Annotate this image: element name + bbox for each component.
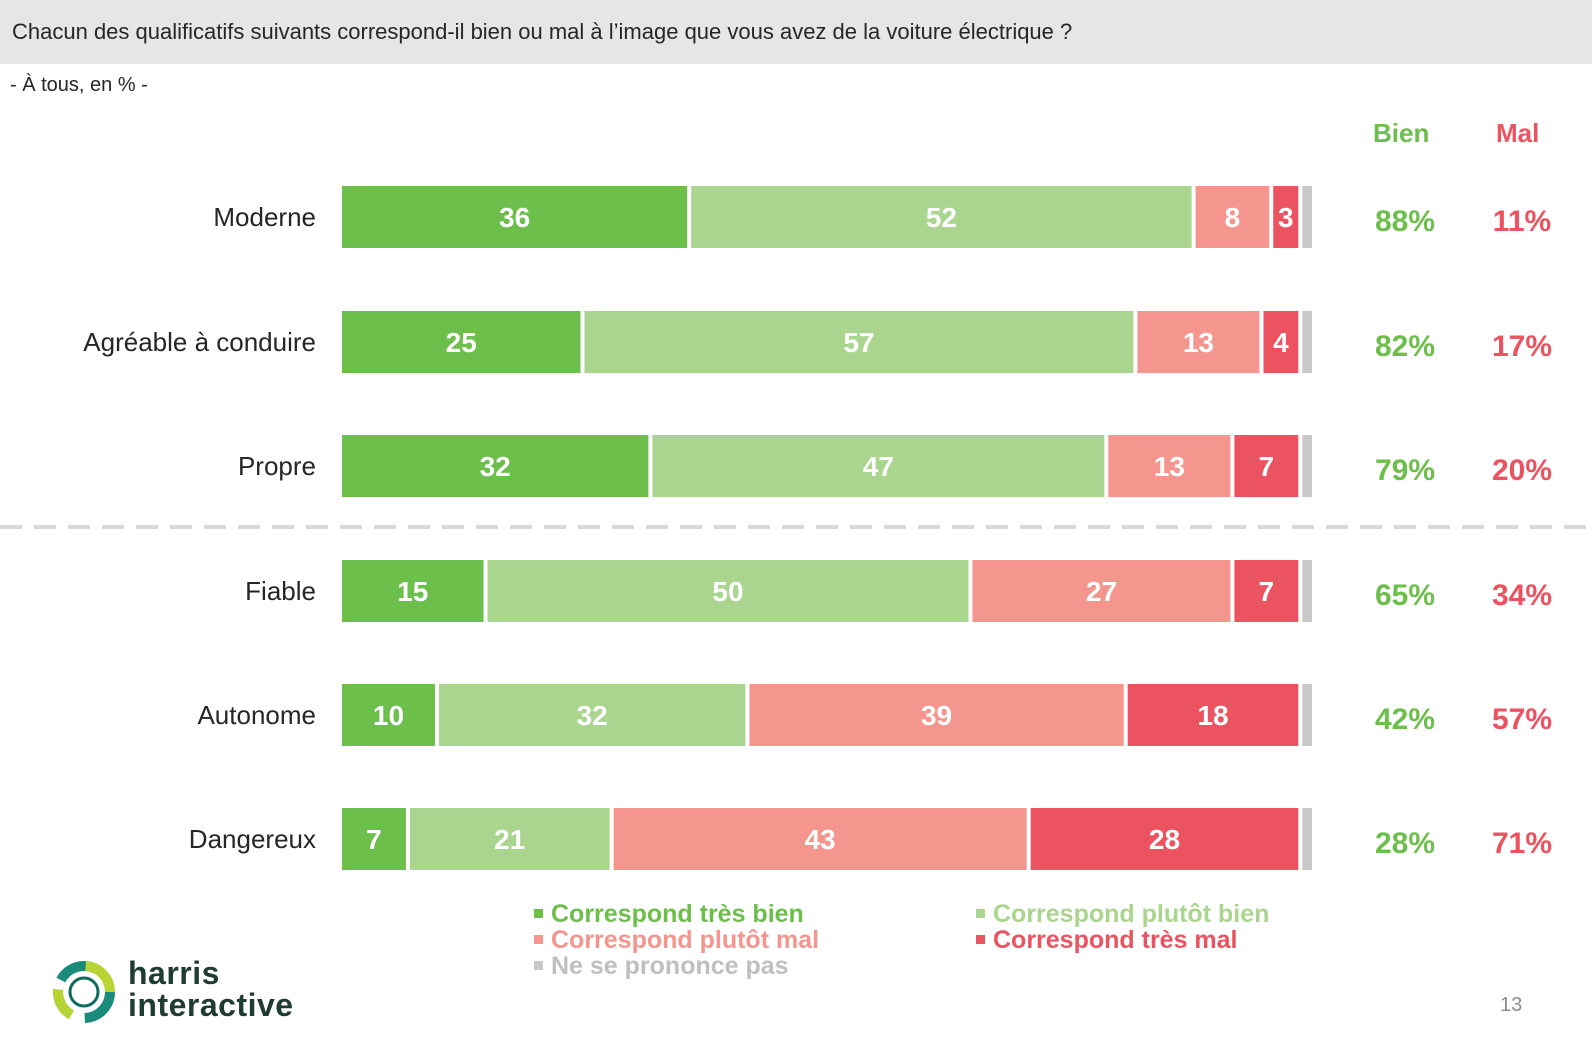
page-number: 13 [1500, 994, 1523, 1016]
bar-segment-tres-bien [342, 435, 649, 497]
legend-swatch [534, 908, 543, 918]
title-bar: Chacun des qualificatifs suivants corres… [0, 0, 1592, 64]
total-mal: 71% [1492, 827, 1552, 860]
legend-item-tres-bien: Correspond très bien [534, 900, 804, 929]
legend-label: Ne se prononce pas [551, 952, 789, 980]
legend-label: Correspond très bien [551, 900, 804, 928]
data-label: 36 [499, 202, 530, 233]
category-label: Propre [238, 451, 316, 481]
data-label: 43 [805, 824, 836, 855]
legend-swatch [976, 908, 985, 918]
data-label: 47 [863, 451, 894, 482]
bar-segment-plutot-mal [1137, 311, 1260, 373]
column-header-bien: Bien [1373, 118, 1430, 148]
data-label: 13 [1183, 327, 1214, 358]
logo-word-harris: harris [128, 955, 220, 991]
bar-segment-plutot-mal [749, 684, 1124, 746]
category-label: Fiable [245, 576, 316, 606]
bar-segment-tres-bien [342, 684, 435, 746]
data-label: 50 [712, 576, 743, 607]
total-bien: 82% [1375, 330, 1435, 363]
bar-segment-plutot-bien [691, 186, 1192, 248]
total-bien: 88% [1375, 205, 1435, 238]
data-label: 32 [480, 451, 511, 482]
legend-label: Correspond très mal [993, 926, 1238, 954]
legend-item-nspp: Ne se prononce pas [534, 952, 789, 981]
bar-segment-plutot-mal [1108, 435, 1231, 497]
data-label: 3 [1278, 202, 1294, 233]
bar-segment-tres-bien [342, 560, 484, 622]
column-header-mal: Mal [1496, 118, 1540, 148]
data-label: 27 [1086, 576, 1117, 607]
legend-swatch [534, 934, 543, 944]
data-label: 15 [397, 576, 428, 607]
data-label: 28 [1149, 824, 1180, 855]
legend-swatch [976, 934, 985, 944]
bar-segment-plutot-bien [439, 684, 746, 746]
total-bien: 42% [1375, 703, 1435, 736]
bar-segment-plutot-mal [1195, 186, 1270, 248]
bar-segment-plutot-bien [409, 808, 610, 870]
data-label: 7 [366, 824, 382, 855]
bar-segment-tres-mal [1030, 808, 1299, 870]
legend-item-tres-mal: Correspond très mal [976, 926, 1238, 955]
legend-item-plutot-bien: Correspond plutôt bien [976, 900, 1269, 929]
total-bien: 65% [1375, 579, 1435, 612]
category-label: Dangereux [189, 824, 316, 854]
bar-segment-plutot-bien [652, 435, 1105, 497]
data-label: 39 [921, 700, 952, 731]
logo-ring-icon [53, 961, 115, 1023]
bar-segment-plutot-mal [613, 808, 1027, 870]
data-label: 32 [577, 700, 608, 731]
stacked-bar-chart: Moderne 36 52 8 3 88% 11% Agréable à conduire 25… [0, 186, 1592, 870]
legend-swatch [534, 960, 543, 970]
bar-segment-tres-mal [1234, 435, 1299, 497]
data-label: 13 [1154, 451, 1185, 482]
bar-segment-nspp [1302, 560, 1312, 622]
bar-segment-plutot-bien [584, 311, 1134, 373]
total-bien: 28% [1375, 827, 1435, 860]
bar-segment-nspp [1302, 684, 1312, 746]
category-label: Agréable à conduire [83, 327, 316, 357]
data-label: 52 [926, 202, 957, 233]
bar-segment-plutot-bien [487, 560, 969, 622]
logo-word-interactive: interactive [128, 987, 294, 1023]
legend-label: Correspond plutôt bien [993, 900, 1270, 928]
chart-legend: Correspond très bien Correspond plutôt b… [534, 900, 1440, 990]
legend-item-plutot-mal: Correspond plutôt mal [534, 926, 819, 955]
data-label: 10 [373, 700, 404, 731]
data-label: 7 [1259, 451, 1275, 482]
total-mal: 20% [1492, 454, 1552, 487]
bar-segment-nspp [1302, 808, 1312, 870]
bar-segment-tres-mal [1263, 311, 1299, 373]
data-label: 57 [843, 327, 874, 358]
data-label: 7 [1259, 576, 1275, 607]
total-mal: 34% [1492, 579, 1552, 612]
harris-interactive-logo: harris interactive [50, 955, 350, 1030]
data-label: 8 [1225, 202, 1241, 233]
bar-segment-nspp [1302, 186, 1312, 248]
bar-segment-plutot-mal [972, 560, 1231, 622]
data-label: 25 [446, 327, 477, 358]
data-label: 18 [1197, 700, 1228, 731]
bar-segment-tres-bien [342, 311, 581, 373]
bar-segment-tres-bien [342, 808, 406, 870]
bar-segment-tres-mal [1127, 684, 1299, 746]
bar-segment-tres-mal [1273, 186, 1299, 248]
bar-segment-tres-mal [1234, 560, 1299, 622]
bar-segment-nspp [1302, 435, 1312, 497]
total-mal: 11% [1493, 205, 1551, 238]
page-subtitle: - À tous, en % - [10, 74, 148, 96]
category-label: Autonome [197, 700, 316, 730]
total-mal: 57% [1492, 703, 1552, 736]
bar-segment-nspp [1302, 311, 1312, 373]
data-label: 4 [1273, 327, 1289, 358]
category-label: Moderne [213, 202, 316, 232]
page-title: Chacun des qualificatifs suivants corres… [12, 19, 1073, 44]
total-bien: 79% [1375, 454, 1435, 487]
total-mal: 17% [1492, 330, 1552, 363]
legend-label: Correspond plutôt mal [551, 926, 820, 954]
data-label: 21 [494, 824, 525, 855]
bar-segment-tres-bien [342, 186, 688, 248]
